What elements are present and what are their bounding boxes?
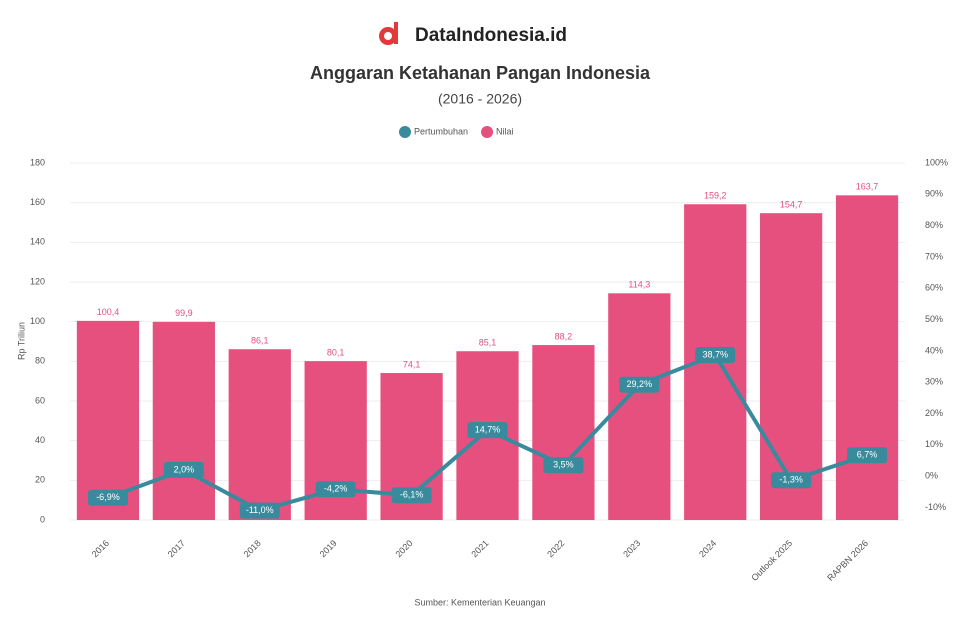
- bar-value-label: 159,2: [704, 191, 727, 201]
- y-tick-label: 80: [35, 356, 45, 366]
- bar-value-label: 99,9: [175, 308, 193, 318]
- bar-value-label: 163,7: [856, 182, 879, 192]
- y-tick-label: 180: [30, 157, 45, 167]
- y-tick-label: 160: [30, 197, 45, 207]
- chart-title: Anggaran Ketahanan Pangan Indonesia: [310, 63, 651, 83]
- x-tick-label: 2024: [697, 538, 718, 559]
- x-tick-label: Outlook 2025: [749, 538, 794, 583]
- y-tick-label: 0: [40, 514, 45, 524]
- x-tick-label: 2022: [545, 538, 566, 559]
- logo: [379, 22, 398, 45]
- bar-value-label: 74,1: [403, 359, 421, 369]
- line-label-bg: [467, 422, 508, 439]
- line-value-label: -6,9%: [96, 492, 120, 502]
- x-tick-label: 2021: [469, 538, 490, 559]
- bar-value-label: 114,3: [628, 280, 650, 290]
- y-tick-label: 60: [35, 395, 45, 405]
- bar: [532, 345, 595, 520]
- line-value-label: 38,7%: [702, 349, 728, 359]
- legend-marker: [399, 126, 411, 138]
- y2-tick-label: 20%: [925, 408, 943, 418]
- y-tick-label: 100: [30, 316, 45, 326]
- bar: [152, 321, 215, 520]
- x-tick-label: 2019: [318, 538, 339, 559]
- bar: [760, 213, 823, 520]
- line-label-bg: [695, 346, 736, 363]
- line-label-bg: [391, 487, 432, 504]
- line-value-label: 14,7%: [475, 424, 501, 434]
- y-tick-label: 20: [35, 475, 45, 485]
- y2-tick-label: 90%: [925, 189, 943, 199]
- y-tick-label: 120: [30, 276, 45, 286]
- legend-label: Nilai: [496, 126, 514, 136]
- x-tick-label: 2017: [166, 538, 187, 559]
- bar-value-label: 85,1: [479, 338, 497, 348]
- bar-value-label: 100,4: [97, 307, 120, 317]
- line-label-bg: [771, 472, 812, 489]
- line-label-bg: [163, 461, 204, 478]
- line-value-label: 3,5%: [553, 460, 574, 470]
- legend-marker: [481, 126, 494, 138]
- x-tick-label: RAPBN 2026: [825, 538, 870, 583]
- line-label-bg: [847, 447, 888, 464]
- x-tick-label: 2023: [621, 538, 642, 559]
- y2-tick-label: 100%: [925, 157, 948, 167]
- line-label-bg: [619, 376, 660, 393]
- line-value-label: -11,0%: [246, 505, 274, 515]
- y2-tick-label: 60%: [925, 283, 943, 293]
- bar: [76, 320, 140, 520]
- y2-tick-label: -10%: [925, 502, 946, 512]
- y2-tick-label: 80%: [925, 220, 943, 230]
- line-label-bg: [315, 481, 356, 498]
- y-tick-label: 140: [30, 237, 45, 247]
- y-tick-label: 40: [35, 435, 45, 445]
- legend-label: Pertumbuhan: [414, 126, 468, 136]
- line-label-bg: [87, 489, 128, 506]
- line-value-label: 6,7%: [857, 450, 878, 460]
- line-value-label: 2,0%: [174, 464, 195, 474]
- bar-value-label: 80,1: [327, 348, 345, 358]
- y2-tick-label: 30%: [925, 377, 943, 387]
- y-axis-label: Rp Triliun: [16, 322, 26, 360]
- y2-tick-label: 40%: [925, 345, 943, 355]
- bar-value-label: 86,1: [251, 336, 269, 346]
- y2-tick-label: 10%: [925, 439, 943, 449]
- bar-value-label: 88,2: [555, 331, 573, 341]
- chart-subtitle: (2016 - 2026): [438, 91, 522, 107]
- bar-value-label: 154,7: [780, 200, 803, 210]
- bar: [228, 349, 291, 520]
- line-value-label: -1,3%: [779, 475, 803, 485]
- line-label-bg: [543, 457, 584, 474]
- brand: DataIndonesia.id: [415, 25, 567, 46]
- line-value-label: -4,2%: [324, 484, 348, 494]
- y2-tick-label: 50%: [925, 314, 943, 324]
- line-label-bg: [239, 502, 280, 519]
- bar: [835, 195, 899, 520]
- x-tick-label: 2016: [90, 538, 111, 559]
- line-value-label: 29,2%: [627, 379, 653, 389]
- source: Sumber: Kementerian Keuangan: [414, 597, 545, 607]
- x-tick-label: 2018: [242, 538, 263, 559]
- y2-tick-label: 70%: [925, 251, 943, 261]
- y2-tick-label: 0%: [925, 471, 938, 481]
- line-value-label: -6,1%: [400, 490, 424, 500]
- x-tick-label: 2020: [393, 538, 414, 559]
